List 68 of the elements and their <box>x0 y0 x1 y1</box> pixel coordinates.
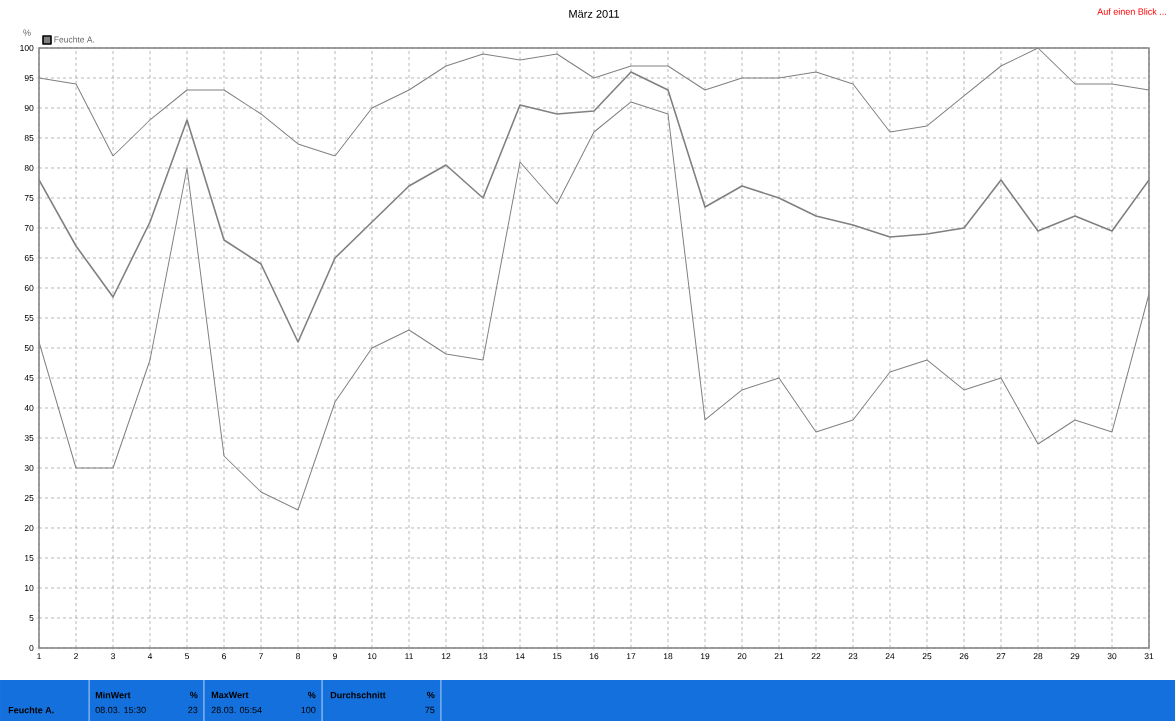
y-tick-label: 50 <box>24 344 34 351</box>
y-tick-label: 90 <box>24 104 34 111</box>
x-tick-label: 11 <box>405 652 413 659</box>
y-tick-label: 100 <box>20 44 34 51</box>
y-tick-label: 65 <box>24 254 34 261</box>
x-tick-label: 24 <box>885 652 895 659</box>
chart-title: März 2011 <box>569 9 620 18</box>
text: MaxWert <box>211 691 249 698</box>
text: Durchschnitt <box>330 691 386 699</box>
text: 75 <box>425 706 435 713</box>
x-tick-label: 14 <box>515 652 525 659</box>
y-tick-label: 95 <box>24 74 34 81</box>
x-tick-label: 9 <box>333 652 337 659</box>
text: Auf einen Blick ... <box>1097 7 1166 15</box>
y-tick-label: 85 <box>24 134 34 141</box>
x-tick-label: 21 <box>774 652 784 659</box>
x-tick-label: 3 <box>110 652 115 659</box>
y-tick-label: 15 <box>25 554 34 561</box>
y-tick-label: 25 <box>24 494 34 501</box>
x-tick-label: 31 <box>1144 652 1154 659</box>
x-tick-label: 7 <box>259 652 263 659</box>
x-tick-label: 22 <box>811 652 821 659</box>
x-tick-label: 10 <box>367 652 377 659</box>
x-tick-label: 12 <box>441 652 451 659</box>
text: 08.03. 15:30 <box>95 706 146 713</box>
x-tick-label: 18 <box>663 652 673 659</box>
x-tick-label: 5 <box>184 652 190 659</box>
y-tick-label: 55 <box>24 314 34 321</box>
x-tick-label: 20 <box>737 652 747 659</box>
x-tick-label: 17 <box>626 652 636 659</box>
x-tick-label: 25 <box>922 652 932 659</box>
x-tick-label: 8 <box>296 652 300 659</box>
x-tick-label: 4 <box>147 652 153 659</box>
x-tick-label: 16 <box>589 652 599 659</box>
y-tick-label: 70 <box>24 224 34 231</box>
x-tick-label: 1 <box>37 652 41 659</box>
y-tick-label: 10 <box>25 584 34 591</box>
text: % <box>190 691 198 698</box>
x-tick-label: 26 <box>959 652 969 659</box>
y-tick-label: 75 <box>24 194 34 201</box>
text: MinWert <box>95 691 131 699</box>
y-tick-label: 30 <box>24 464 34 471</box>
text: % <box>308 691 316 698</box>
y-tick-label: 35 <box>24 434 34 441</box>
x-tick-label: 27 <box>996 652 1006 659</box>
y-tick-label: 20 <box>24 524 34 531</box>
x-tick-label: 28 <box>1033 652 1043 659</box>
x-tick-label: 15 <box>552 652 562 659</box>
text: Feuchte A. <box>8 706 54 714</box>
text: 100 <box>301 706 316 713</box>
x-tick-label: 13 <box>478 652 488 659</box>
y-tick-label: 80 <box>24 164 34 171</box>
x-tick-label: 19 <box>700 652 710 659</box>
x-tick-label: 23 <box>848 652 858 659</box>
x-tick-label: 30 <box>1107 652 1117 659</box>
text: 23 <box>188 706 198 713</box>
legend-label: Feuchte A. <box>54 36 95 43</box>
y-tick-label: 60 <box>24 284 34 291</box>
y-tick-label: 45 <box>24 374 34 381</box>
text: 28.03. 05:54 <box>211 706 262 713</box>
y-tick-label: 40 <box>24 404 34 411</box>
y-axis-title: % <box>23 29 31 36</box>
x-tick-label: 6 <box>222 652 226 659</box>
text: % <box>427 691 435 698</box>
y-tick-label: 0 <box>29 644 34 651</box>
x-tick-label: 29 <box>1070 652 1080 659</box>
y-tick-label: 5 <box>29 614 34 621</box>
x-tick-label: 2 <box>74 652 78 659</box>
